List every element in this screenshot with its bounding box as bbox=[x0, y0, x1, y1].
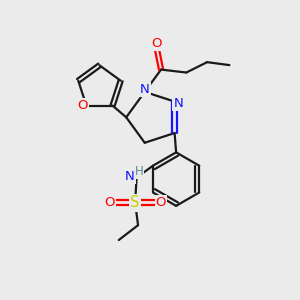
Text: N: N bbox=[140, 83, 150, 96]
Text: H: H bbox=[135, 165, 143, 178]
Text: O: O bbox=[156, 196, 166, 209]
Text: N: N bbox=[173, 97, 183, 110]
Text: O: O bbox=[78, 99, 88, 112]
Text: S: S bbox=[130, 195, 140, 210]
Text: O: O bbox=[151, 37, 162, 50]
Text: O: O bbox=[104, 196, 115, 209]
Text: N: N bbox=[125, 169, 135, 183]
